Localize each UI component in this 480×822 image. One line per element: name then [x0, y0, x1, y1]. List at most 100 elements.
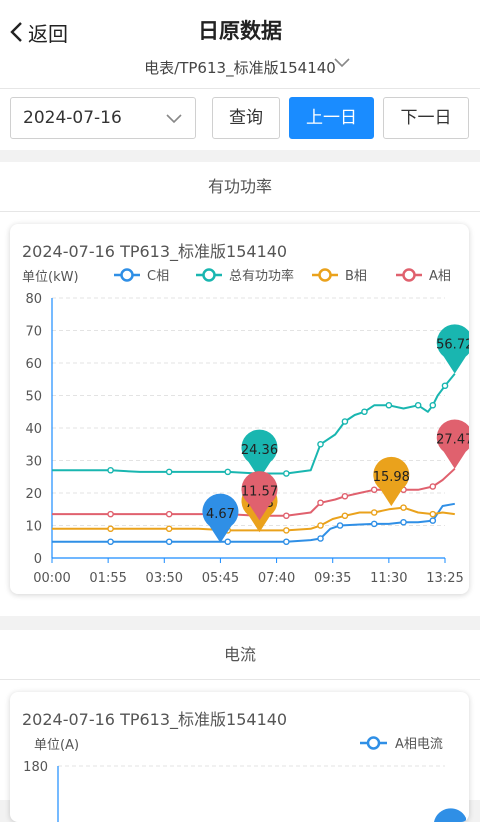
power-chart: 单位(kW) C相 总有功功率 B相 A相 0 10 20 30 40 50 60 70 80 00:00 0…	[22, 268, 469, 586]
data-point	[107, 525, 114, 533]
y-tick-label: 0	[34, 552, 42, 567]
legend-label: B相	[345, 269, 367, 284]
data-point	[429, 483, 437, 490]
y-axis-label: 单位(A)	[34, 738, 79, 753]
y-tick-label: 80	[25, 292, 42, 307]
back-button[interactable]: 返回	[8, 16, 68, 48]
marker-pin	[241, 471, 278, 521]
data-point	[336, 522, 344, 529]
chevron-down-icon[interactable]	[333, 55, 351, 69]
data-point	[317, 535, 324, 542]
date-toolbar: 2024-07-16 查询 上一日 下一日	[0, 89, 480, 150]
legend-item: A相	[396, 268, 451, 284]
data-point	[370, 509, 378, 516]
data-point	[283, 470, 290, 477]
marker-label: 4.67	[206, 507, 235, 522]
date-value: 2024-07-16	[23, 108, 122, 128]
data-point	[283, 512, 290, 520]
data-point	[107, 466, 114, 474]
data-point	[341, 418, 349, 425]
data-point	[165, 510, 173, 518]
data-point	[317, 499, 324, 507]
data-point	[414, 401, 422, 409]
x-tick-label: 03:50	[146, 571, 183, 586]
x-tick-label: 00:00	[33, 571, 70, 586]
marker-label: 24.36	[241, 443, 278, 458]
chevron-left-icon	[10, 22, 22, 42]
legend-item: C相	[114, 268, 169, 284]
legend-symbol	[318, 268, 332, 282]
data-point	[317, 440, 324, 448]
data-point	[107, 538, 114, 546]
data-point	[283, 527, 290, 534]
x-tick-label: 01:55	[89, 571, 126, 586]
legend-symbol	[120, 268, 134, 282]
value-marker: 4.67	[202, 493, 239, 543]
data-point	[165, 525, 173, 533]
y-tick-label: 20	[25, 487, 42, 502]
legend-label: A相	[429, 269, 451, 284]
x-tick-label: 11:30	[370, 571, 407, 586]
data-point	[370, 520, 378, 528]
current-chart: 单位(A) A相电流 180	[23, 736, 466, 822]
y-tick-label: 50	[25, 390, 42, 405]
header: 返回 日原数据 电表/TP613_标准版154140	[0, 0, 480, 88]
data-point	[165, 538, 173, 546]
x-tick-label: 05:45	[202, 571, 239, 586]
y-tick-label: 60	[25, 357, 42, 372]
marker-pin	[373, 456, 410, 507]
section-title-current: 电流	[0, 630, 480, 680]
legend-item: A相电流	[360, 736, 443, 752]
marker-pin	[436, 419, 469, 469]
next-day-button[interactable]: 下一日	[383, 97, 469, 139]
x-tick-label: 13:25	[426, 571, 463, 586]
chart-title: 2024-07-16 TP613_标准版154140	[22, 710, 288, 729]
marker-label: 56.72	[436, 338, 469, 353]
data-point	[341, 492, 349, 500]
y-tick-label: 30	[25, 455, 42, 470]
legend-label: A相电流	[395, 737, 443, 752]
data-point	[165, 468, 173, 476]
chart-title: 2024-07-16 TP613_标准版154140	[22, 242, 288, 261]
data-point	[341, 512, 349, 520]
marker-label: 15.98	[373, 470, 410, 485]
data-point	[317, 522, 324, 529]
prev-day-button[interactable]: 上一日	[289, 97, 374, 139]
y-tick-label: 70	[25, 325, 42, 340]
data-point	[400, 504, 407, 511]
value-marker: 56.72	[436, 324, 469, 374]
x-tick-label: 07:40	[258, 571, 295, 586]
value-marker: 11.57	[241, 471, 278, 521]
chart-card-power: 2024-07-16 TP613_标准版154140 单位(kW) C相 总有功功率…	[10, 224, 469, 594]
data-point	[224, 538, 232, 546]
y-tick-label: 10	[25, 520, 42, 535]
query-button[interactable]: 查询	[212, 97, 280, 139]
data-point	[385, 401, 393, 409]
marker-pin	[436, 324, 469, 374]
back-label: 返回	[28, 21, 68, 46]
value-marker: 15.98	[373, 456, 410, 507]
section-title-active-power: 有功功率	[0, 162, 480, 212]
marker-label: 11.57	[241, 484, 278, 499]
data-point	[370, 486, 378, 494]
marker-pin	[202, 493, 239, 543]
y-tick-label: 180	[23, 760, 48, 775]
y-axis-label: 单位(kW)	[22, 270, 79, 285]
chart-card-current: 2024-07-16 TP613_标准版154140 单位(A) A相电流 180	[10, 692, 469, 822]
legend-label: C相	[147, 269, 169, 284]
data-point	[400, 518, 407, 526]
marker-label: 27.47	[436, 433, 469, 448]
value-marker: 24.36	[241, 429, 278, 479]
legend-item: B相	[312, 268, 367, 284]
marker-pin	[434, 808, 466, 822]
device-selector[interactable]: 电表/TP613_标准版154140	[144, 59, 336, 77]
date-picker[interactable]: 2024-07-16	[10, 97, 196, 139]
data-point	[429, 517, 437, 524]
y-tick-label: 40	[25, 422, 42, 437]
legend-item: 总有功功率	[196, 268, 294, 284]
data-point	[429, 401, 437, 409]
legend-label: 总有功功率	[229, 268, 294, 284]
data-point	[283, 538, 290, 546]
x-tick-label: 09:35	[314, 571, 351, 586]
data-point	[361, 408, 368, 416]
